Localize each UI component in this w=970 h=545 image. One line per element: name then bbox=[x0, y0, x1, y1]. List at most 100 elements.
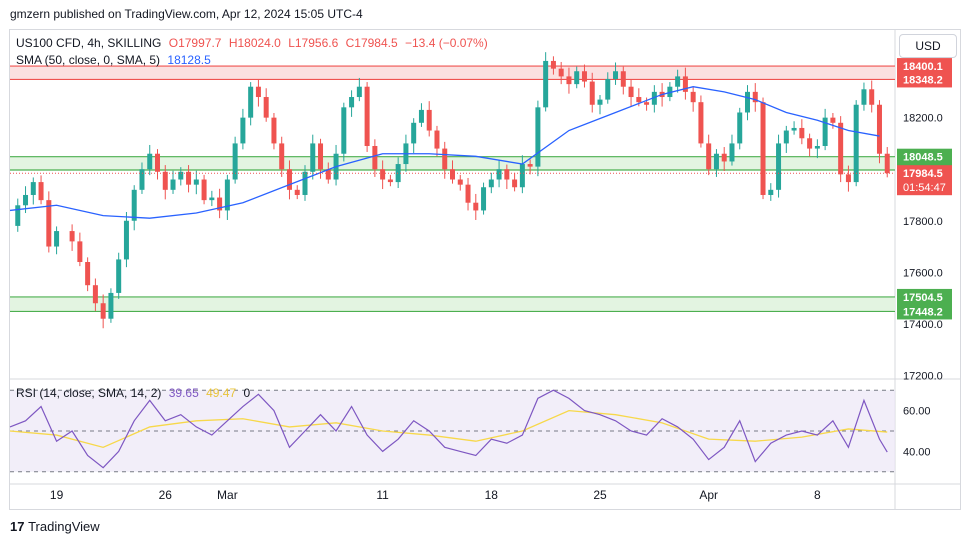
candle-body bbox=[581, 71, 587, 82]
tradingview-logo[interactable]: 17 TradingView bbox=[10, 519, 100, 534]
candle-body bbox=[92, 285, 98, 304]
x-tick-label: 8 bbox=[814, 488, 821, 502]
candle-body bbox=[349, 97, 355, 108]
candle-body bbox=[675, 76, 681, 87]
candle-body bbox=[535, 107, 541, 167]
candle-body bbox=[217, 197, 223, 211]
legend-open: O17997.7 bbox=[168, 36, 222, 50]
candle-body bbox=[589, 81, 595, 105]
candle-body bbox=[613, 71, 619, 79]
candle-body bbox=[504, 169, 510, 180]
candle-body bbox=[550, 60, 556, 69]
candle-body bbox=[628, 86, 634, 98]
candle-body bbox=[15, 205, 21, 226]
y-tick-label: 17200.0 bbox=[903, 370, 943, 382]
price-label-4: 17504.5 bbox=[903, 292, 943, 304]
candle-body bbox=[395, 164, 401, 183]
candle-body bbox=[170, 179, 176, 190]
candle-body bbox=[85, 262, 91, 286]
candle-body bbox=[209, 197, 215, 201]
candle-body bbox=[488, 179, 494, 188]
price-label-0: 18400.1 bbox=[903, 61, 943, 73]
publish-caption: gmzern published on TradingView.com, Apr… bbox=[10, 7, 363, 21]
candle-body bbox=[186, 171, 192, 185]
candle-body bbox=[745, 91, 750, 113]
x-tick-label: 11 bbox=[376, 488, 389, 502]
candle-body bbox=[147, 153, 153, 170]
legend-symbol: US100 CFD, 4h, SKILLING bbox=[16, 36, 162, 50]
current-price-label: 17984.5 bbox=[903, 168, 943, 180]
current-price-bg bbox=[897, 165, 952, 196]
candle-body bbox=[481, 187, 487, 211]
candle-body bbox=[131, 189, 137, 221]
candle-body bbox=[442, 148, 448, 170]
candle-body bbox=[108, 292, 114, 319]
candle-body bbox=[760, 102, 766, 195]
candle-body bbox=[574, 71, 580, 85]
legend-sma-label: SMA (50, close, 0, SMA, 5) bbox=[16, 53, 161, 67]
legend-sma: SMA (50, close, 0, SMA, 5) 18128.5 bbox=[16, 53, 215, 67]
rsi-tick-label: 40.00 bbox=[903, 446, 931, 458]
candle-body bbox=[853, 104, 859, 183]
y-tick-label: 17600.0 bbox=[903, 267, 943, 279]
legend-rsi-extra: 0 bbox=[243, 386, 251, 400]
countdown-label: 01:54:47 bbox=[903, 182, 946, 194]
candle-body bbox=[605, 78, 611, 100]
candle-body bbox=[706, 143, 712, 170]
candle-body bbox=[155, 153, 160, 172]
candle-body bbox=[356, 86, 362, 98]
x-tick-label: Apr bbox=[699, 488, 718, 502]
candle-body bbox=[325, 169, 331, 180]
candle-body bbox=[232, 143, 238, 180]
candle-body bbox=[636, 97, 642, 103]
candle-body bbox=[814, 146, 820, 149]
price-label-bg-0 bbox=[897, 58, 952, 75]
candle-body bbox=[861, 89, 867, 105]
price-label-2: 18048.5 bbox=[903, 152, 943, 164]
price-label-bg-2 bbox=[897, 148, 952, 165]
candle-body bbox=[597, 99, 603, 105]
candle-body bbox=[465, 184, 471, 203]
candle-body bbox=[279, 143, 285, 170]
price-label-bg-5 bbox=[897, 303, 952, 320]
candle-body bbox=[193, 179, 199, 185]
candle-body bbox=[721, 153, 727, 162]
x-tick-label: 25 bbox=[593, 488, 607, 502]
candle-body bbox=[380, 169, 386, 180]
candle-body bbox=[791, 127, 797, 131]
candle-body bbox=[77, 241, 83, 262]
candle-body bbox=[294, 189, 300, 195]
candle-body bbox=[364, 86, 370, 146]
candle-body bbox=[543, 60, 549, 108]
legend-rsi: RSI (14, close, SMA, 14, 2) 39.65 49.47 … bbox=[16, 386, 254, 400]
candle-body bbox=[310, 143, 316, 172]
candle-body bbox=[869, 89, 875, 105]
candle-body bbox=[473, 202, 479, 211]
candle-body bbox=[434, 130, 440, 149]
candle-body bbox=[830, 117, 836, 123]
candle-body bbox=[527, 164, 533, 167]
chart-frame bbox=[9, 29, 961, 510]
candle-body bbox=[512, 179, 518, 188]
candle-body bbox=[783, 130, 789, 144]
zone-support-2 bbox=[10, 296, 895, 312]
candle-body bbox=[38, 182, 44, 201]
legend-change: −13.4 (−0.07%) bbox=[405, 36, 488, 50]
rsi-line bbox=[9, 389, 888, 469]
legend-close: C17984.5 bbox=[345, 36, 398, 50]
candle-body bbox=[248, 86, 254, 118]
candle-body bbox=[240, 117, 246, 144]
sma-line bbox=[9, 86, 880, 219]
candle-body bbox=[822, 117, 828, 146]
candle-body bbox=[426, 109, 432, 131]
candle-body bbox=[651, 91, 657, 105]
legend-sma-value: 18128.5 bbox=[167, 53, 211, 67]
currency-button[interactable]: USD bbox=[899, 34, 957, 58]
candle-body bbox=[302, 171, 308, 195]
price-label-1: 18348.2 bbox=[903, 74, 943, 86]
legend-rsi-value: 39.65 bbox=[168, 386, 199, 400]
candle-body bbox=[566, 76, 572, 85]
candle-body bbox=[139, 169, 145, 190]
candle-body bbox=[255, 86, 261, 98]
